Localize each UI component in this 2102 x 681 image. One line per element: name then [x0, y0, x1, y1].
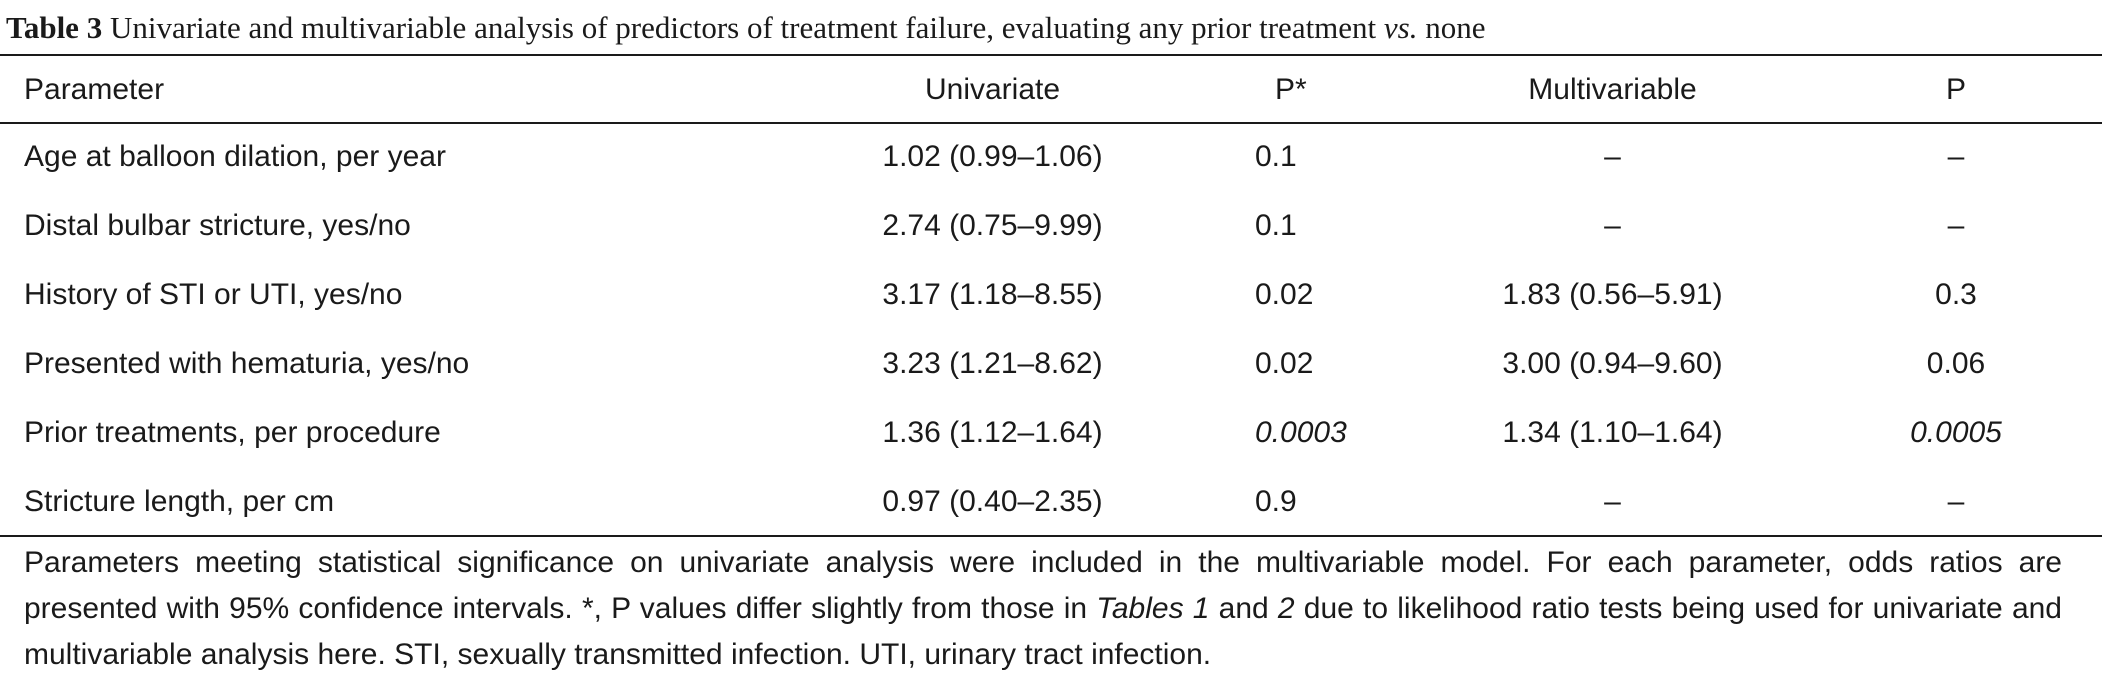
table-footnote: Parameters meeting statistical significa… [24, 540, 2062, 678]
cell-p-star: 0.1 [1255, 208, 1297, 242]
cell-univariate: 3.23 (1.21–8.62) [882, 346, 1103, 380]
cell-p: – [1947, 208, 1965, 242]
footnote-text: Parameters meeting statistical significa… [24, 546, 2062, 625]
cell-p-star: 0.9 [1255, 484, 1297, 518]
footnote-and: and [1209, 592, 1278, 625]
table-row: Stricture length, per cm 0.97 (0.40–2.35… [0, 467, 2102, 536]
caption-text: Univariate and multivariable analysis of… [102, 10, 1384, 45]
cell-univariate: 1.02 (0.99–1.06) [882, 139, 1103, 173]
cell-multivariable: – [1604, 208, 1621, 242]
caption-text-end: none [1417, 10, 1486, 45]
table-row: History of STI or UTI, yes/no 3.17 (1.18… [0, 260, 2102, 329]
cell-p: – [1947, 139, 1965, 173]
cell-p-star: 0.0003 [1255, 415, 1347, 449]
cell-p: 0.3 [1935, 277, 1977, 311]
cell-multivariable: – [1604, 139, 1621, 173]
cell-p-star: 0.02 [1255, 277, 1314, 311]
table-row: Presented with hematuria, yes/no 3.23 (1… [0, 329, 2102, 398]
footnote-tables-ref: Tables 1 [1096, 592, 1210, 625]
cell-p: 0.0005 [1910, 415, 2002, 449]
results-table: Parameter Univariate P* Multivariable P … [0, 57, 2102, 536]
cell-p: 0.06 [1926, 346, 1986, 380]
cell-p-star: 0.1 [1255, 139, 1297, 173]
cell-univariate: 0.97 (0.40–2.35) [882, 484, 1103, 518]
cell-univariate: 3.17 (1.18–8.55) [882, 277, 1103, 311]
footnote-text-end: due to likelihood ratio tests being used… [24, 592, 2062, 671]
cell-parameter: Stricture length, per cm [24, 484, 335, 518]
caption-italic: vs. [1383, 10, 1418, 45]
header-univariate: Univariate [924, 72, 1061, 106]
table-row: Prior treatments, per procedure 1.36 (1.… [0, 398, 2102, 467]
cell-multivariable: – [1604, 484, 1621, 518]
table-row: Distal bulbar stricture, yes/no 2.74 (0.… [0, 191, 2102, 260]
table-caption: Table 3 Univariate and multivariable ana… [6, 6, 1486, 50]
cell-univariate: 1.36 (1.12–1.64) [882, 415, 1103, 449]
cell-parameter: Age at balloon dilation, per year [24, 139, 446, 173]
cell-parameter: Presented with hematuria, yes/no [24, 346, 470, 380]
cell-multivariable: 1.34 (1.10–1.64) [1502, 415, 1723, 449]
cell-univariate: 2.74 (0.75–9.99) [882, 208, 1103, 242]
cell-multivariable: 3.00 (0.94–9.60) [1502, 346, 1723, 380]
cell-multivariable: 1.83 (0.56–5.91) [1502, 277, 1723, 311]
header-multivariable: Multivariable [1528, 72, 1697, 106]
header-rule [0, 122, 2102, 124]
caption-label: Table 3 [6, 10, 103, 45]
table-row: Age at balloon dilation, per year 1.02 (… [0, 122, 2102, 191]
header-p: P [1945, 72, 1966, 106]
footnote-table2-ref: 2 [1277, 592, 1295, 625]
top-rule [0, 54, 2102, 56]
table-header-row: Parameter Univariate P* Multivariable P [0, 57, 2102, 122]
cell-p: – [1947, 484, 1965, 518]
cell-parameter: History of STI or UTI, yes/no [24, 277, 403, 311]
cell-p-star: 0.02 [1255, 346, 1314, 380]
header-parameter: Parameter [24, 72, 165, 106]
header-p-star: P* [1275, 72, 1307, 106]
bottom-rule [0, 535, 2102, 537]
cell-parameter: Distal bulbar stricture, yes/no [24, 208, 411, 242]
cell-parameter: Prior treatments, per procedure [24, 415, 441, 449]
